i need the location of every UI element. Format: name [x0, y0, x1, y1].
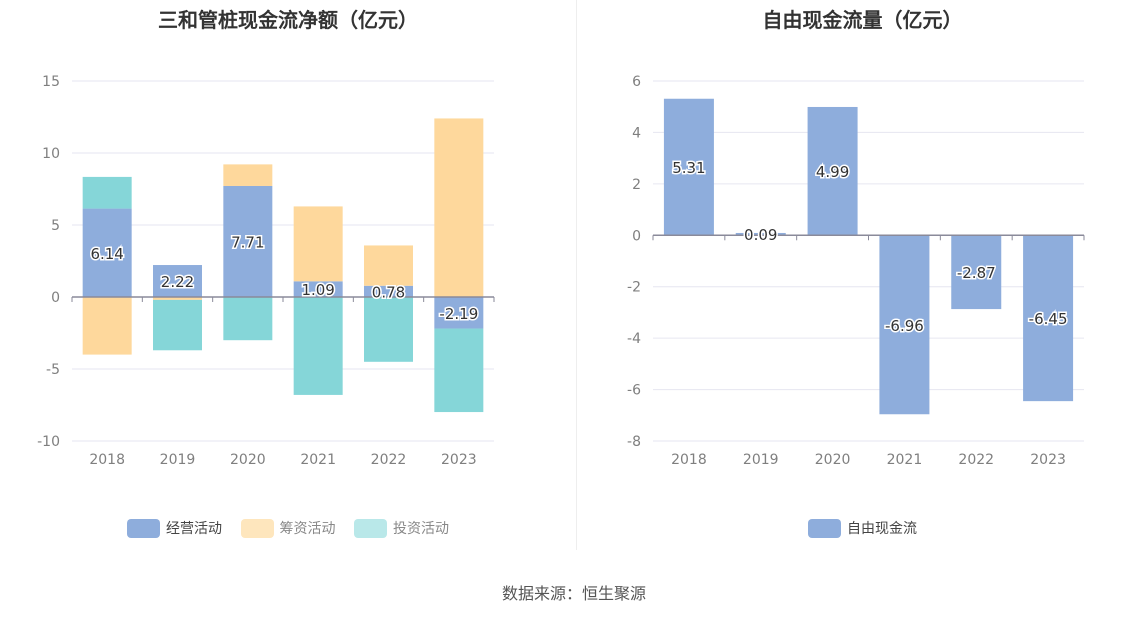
y-tick-label: 0 — [632, 228, 641, 244]
y-tick-label: -5 — [46, 362, 60, 378]
legend-item-fcf[interactable]: 自由现金流 — [808, 518, 917, 538]
cash-flow-chart: 15 10 5 0 -5 -10 6.14 2.22 7.71 1.09 0.78 -2.19 2018… — [37, 74, 495, 468]
bar-operating — [364, 285, 413, 297]
chart-legend: 经营活动 筹资活动 投资活动 — [0, 518, 576, 542]
bar-investing — [82, 176, 132, 209]
legend-swatch-operating — [127, 518, 161, 538]
data-label: 7.71 — [231, 233, 264, 251]
legend-swatch-fcf — [808, 518, 841, 538]
legend-item-financing[interactable]: 筹资活动 — [240, 518, 336, 538]
y-tick-label: -8 — [627, 434, 641, 450]
bar-operating — [293, 281, 343, 297]
data-source: 数据来源：恒生聚源 — [501, 584, 646, 603]
y-tick-label: 2 — [632, 177, 641, 193]
data-label: -6.96 — [885, 317, 924, 335]
y-tick-label: -2 — [627, 280, 641, 296]
bar-financing — [82, 297, 132, 355]
data-label: 0.09 — [744, 226, 777, 244]
free-cash-flow-chart-panel: 自由现金流量（亿元） 6 4 2 0 -2 -4 -6 -8 5.31 0.09 4.99 -6.96… — [577, 0, 1148, 560]
legend-label: 经营活动 — [166, 521, 223, 537]
data-label: 0.78 — [372, 283, 405, 301]
data-label: -2.87 — [957, 264, 996, 282]
bar-financing — [153, 297, 202, 300]
bar-free-cash-flow — [951, 235, 1002, 310]
x-tick-label: 2022 — [371, 452, 407, 468]
bar-free-cash-flow — [1023, 235, 1074, 402]
bar-operating — [434, 297, 484, 329]
panel-divider — [576, 0, 577, 550]
y-tick-label: 5 — [51, 218, 60, 234]
bar-investing — [153, 299, 202, 351]
x-tick-label: 2022 — [958, 452, 994, 468]
y-tick-label: 15 — [42, 74, 60, 90]
cash-flow-chart-panel: 三和管桩现金流净额（亿元） 15 10 5 0 -5 -10 6.14 2.22 7.71 1.0… — [0, 0, 576, 560]
chart-legend: 自由现金流 — [577, 518, 1148, 542]
legend-swatch-financing — [240, 518, 274, 538]
bar-financing — [434, 118, 484, 297]
bar-investing — [223, 297, 273, 341]
bar-operating — [153, 265, 202, 297]
y-tick-label: -6 — [627, 383, 641, 399]
y-tick-label: -4 — [627, 331, 641, 347]
data-label: 6.14 — [90, 245, 123, 263]
bar-free-cash-flow — [663, 98, 714, 236]
legend-label: 自由现金流 — [847, 521, 917, 537]
y-tick-label: -10 — [37, 434, 60, 450]
data-label: 4.99 — [816, 163, 849, 181]
x-tick-label: 2019 — [160, 452, 196, 468]
x-tick-label: 2021 — [887, 452, 923, 468]
bar-free-cash-flow — [735, 232, 786, 236]
bar-financing — [293, 206, 343, 282]
bar-investing — [434, 328, 484, 413]
bar-free-cash-flow — [879, 235, 930, 415]
free-cash-flow-chart: 6 4 2 0 -2 -4 -6 -8 5.31 0.09 4.99 -6.96 -2.87 -6.45 2… — [627, 74, 1085, 468]
data-label: 1.09 — [301, 281, 334, 299]
x-tick-label: 2023 — [441, 452, 477, 468]
data-label: -6.45 — [1029, 310, 1068, 328]
bar-operating — [82, 208, 132, 297]
bar-free-cash-flow — [807, 106, 858, 236]
bar-financing — [364, 245, 413, 286]
legend-item-operating[interactable]: 经营活动 — [127, 518, 222, 538]
bar-operating — [223, 185, 273, 297]
data-label: -2.19 — [439, 305, 478, 323]
legend-label: 筹资活动 — [279, 521, 336, 537]
chart-title: 三和管桩现金流净额（亿元） — [158, 8, 418, 32]
data-label: 2.22 — [161, 273, 194, 291]
y-tick-label: 10 — [42, 146, 60, 162]
x-tick-label: 2020 — [230, 452, 266, 468]
bar-financing — [223, 164, 273, 186]
x-tick-label: 2018 — [89, 452, 125, 468]
x-tick-label: 2021 — [300, 452, 336, 468]
x-tick-label: 2019 — [743, 452, 779, 468]
data-label: 5.31 — [672, 159, 705, 177]
legend-item-investing[interactable]: 投资活动 — [353, 518, 449, 538]
legend-swatch-investing — [353, 518, 387, 538]
x-tick-label: 2020 — [815, 452, 851, 468]
y-tick-label: 4 — [632, 125, 641, 141]
x-tick-label: 2018 — [671, 452, 707, 468]
y-tick-label: 6 — [632, 74, 641, 90]
chart-title: 自由现金流量（亿元） — [762, 8, 963, 32]
y-tick-label: 0 — [51, 290, 60, 306]
legend-label: 投资活动 — [392, 521, 449, 537]
x-tick-label: 2023 — [1030, 452, 1066, 468]
bar-investing — [364, 297, 413, 362]
bar-investing — [293, 297, 343, 395]
